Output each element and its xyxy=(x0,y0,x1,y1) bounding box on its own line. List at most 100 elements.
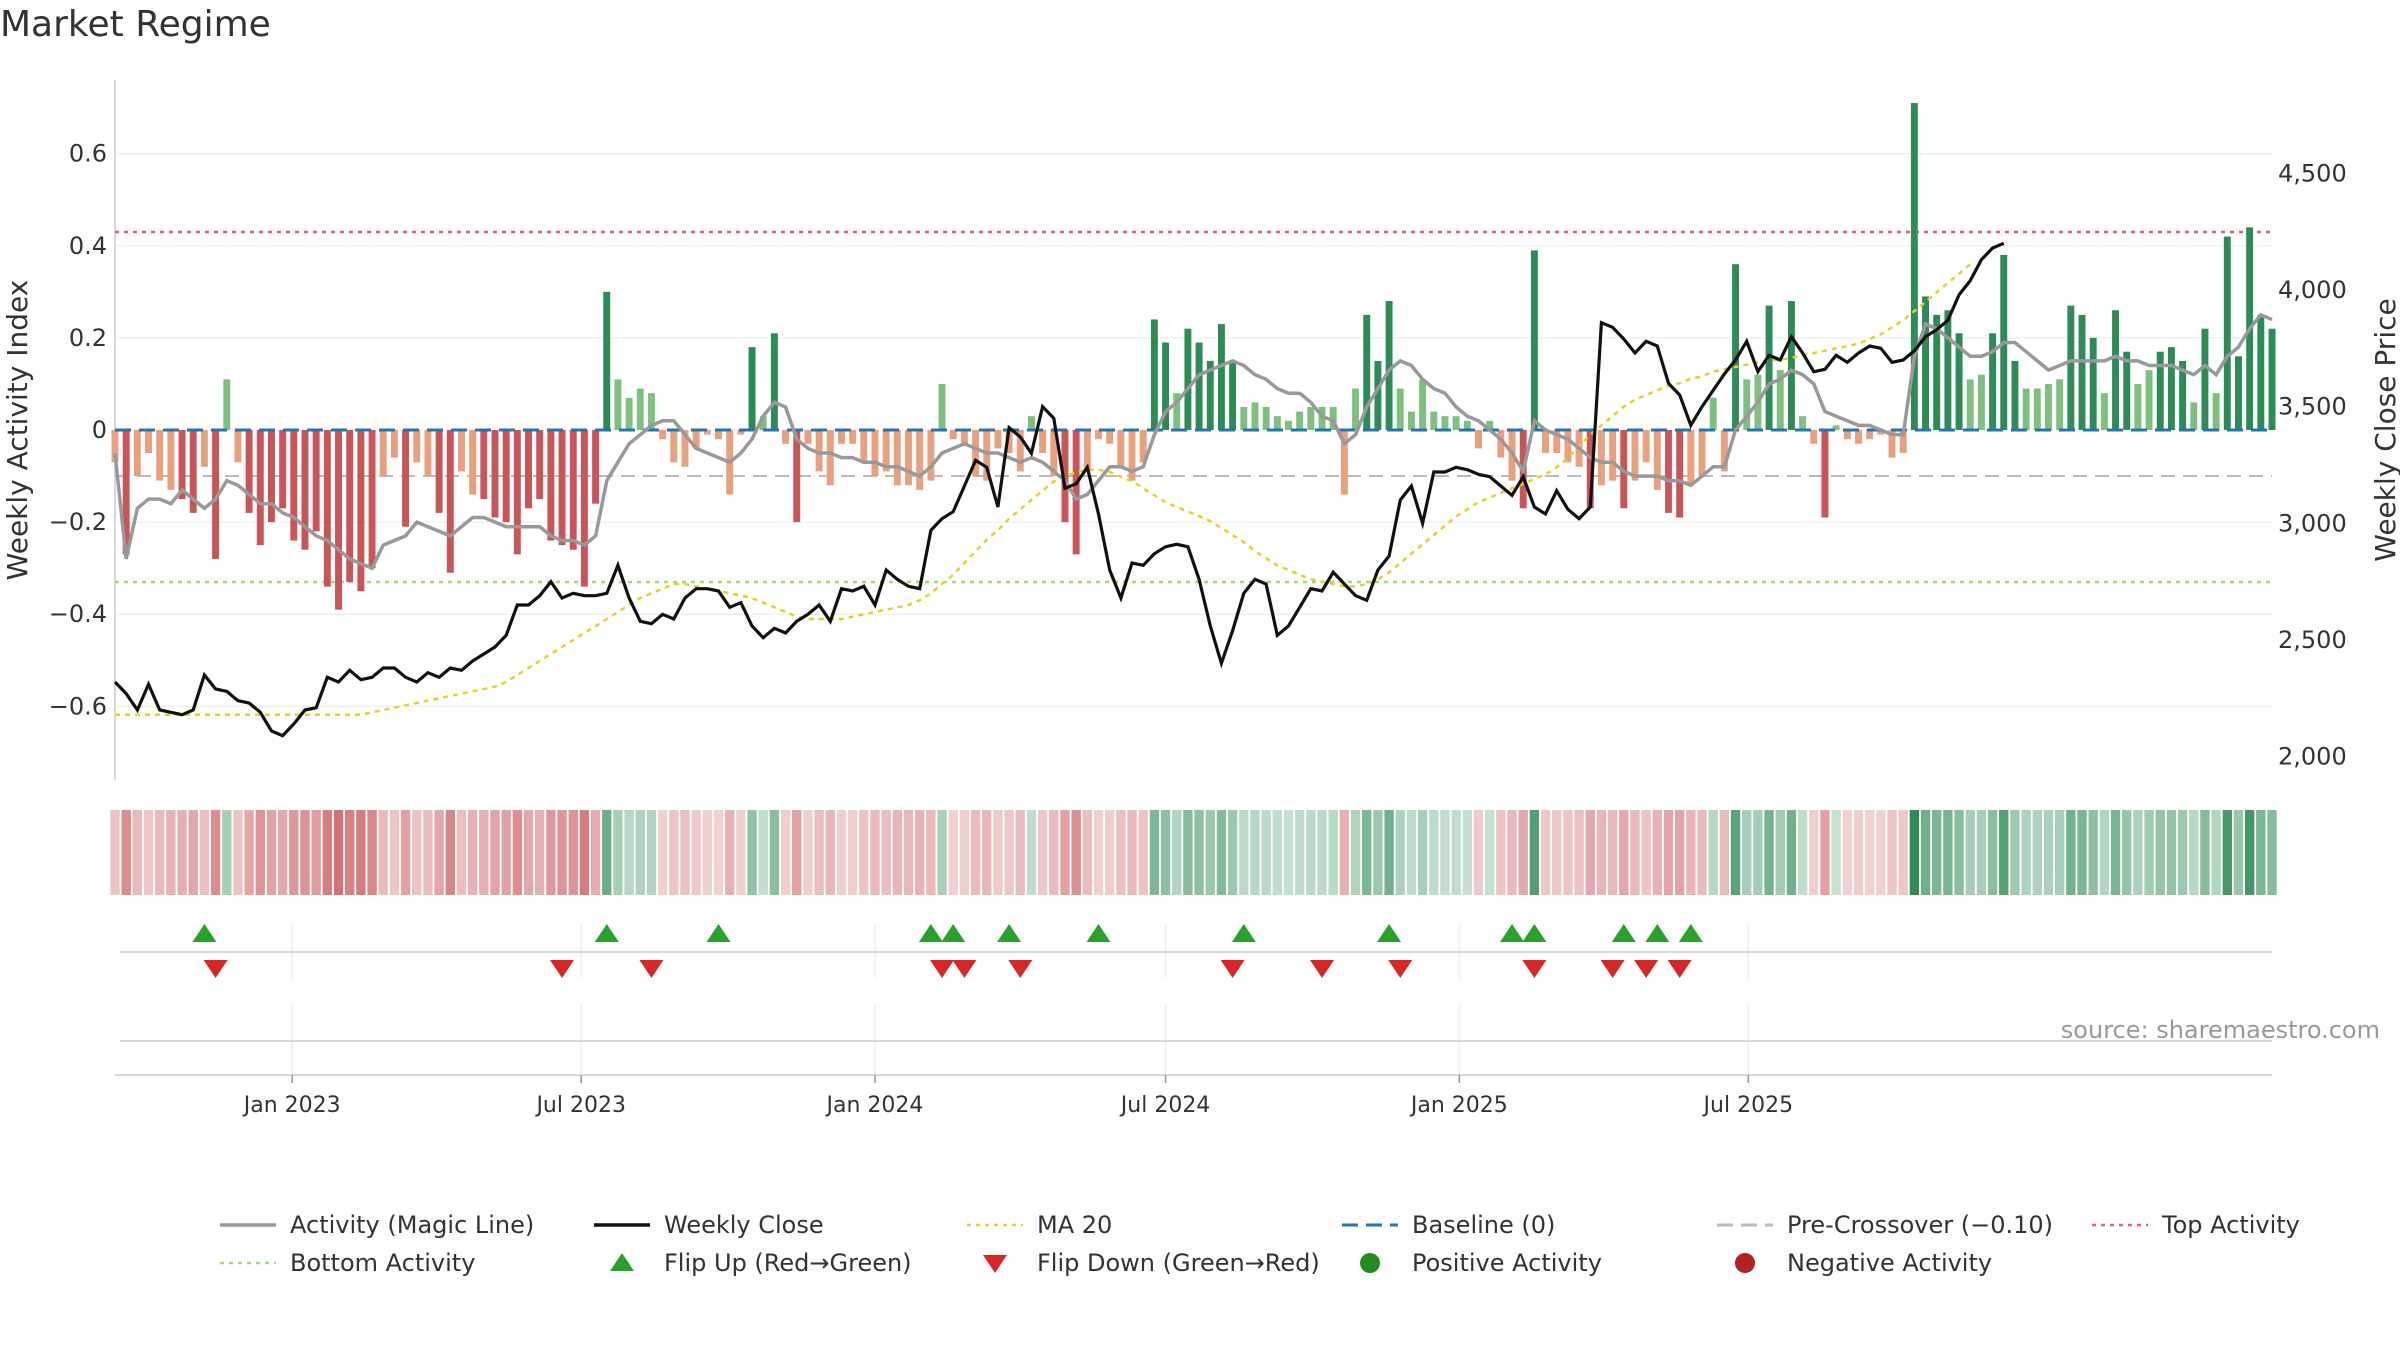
regime-cell xyxy=(1239,810,1249,895)
flip-up-marker xyxy=(1377,924,1402,942)
activity-bar xyxy=(647,393,655,430)
activity-bar xyxy=(1966,379,1974,430)
activity-bar xyxy=(1217,324,1225,430)
activity-bar xyxy=(1240,406,1248,430)
activity-bar xyxy=(2134,383,2142,430)
flip-up-marker xyxy=(1611,924,1636,942)
regime-cell xyxy=(1484,810,1495,895)
activity-bar xyxy=(1553,430,1561,454)
y2-tick-label: 3,000 xyxy=(2278,509,2347,537)
regime-cell xyxy=(948,810,958,895)
regime-cell xyxy=(1909,810,1920,895)
activity-bar xyxy=(1106,430,1114,444)
regime-cell xyxy=(2233,810,2244,895)
y-tick-label: −0.4 xyxy=(49,600,107,628)
activity-bar xyxy=(2078,314,2086,430)
regime-cell xyxy=(289,810,299,895)
flip-down-marker xyxy=(1667,960,1692,978)
regime-cell xyxy=(1227,810,1238,895)
regime-cell xyxy=(836,810,847,895)
activity-bar xyxy=(223,379,231,430)
regime-cell xyxy=(2166,810,2177,895)
regime-cell xyxy=(1775,810,1785,895)
regime-cell xyxy=(1864,810,1875,895)
activity-bar xyxy=(1273,416,1281,430)
regime-cell xyxy=(2177,810,2188,895)
activity-bar xyxy=(1117,430,1125,467)
flip-up-marker xyxy=(1500,924,1525,942)
activity-bar xyxy=(826,430,834,486)
activity-bar xyxy=(2123,351,2131,430)
regime-cell xyxy=(1004,810,1014,895)
activity-bar xyxy=(469,430,477,495)
regime-cell xyxy=(747,810,757,895)
regime-cell xyxy=(702,810,713,895)
activity-bar xyxy=(1855,430,1862,444)
regime-cell xyxy=(300,810,310,895)
activity-bar xyxy=(1385,301,1393,430)
activity-bar xyxy=(2100,393,2108,430)
regime-cell xyxy=(311,810,321,895)
activity-bar xyxy=(2145,370,2153,430)
regime-cell xyxy=(1272,810,1283,895)
activity-bar xyxy=(323,430,331,587)
activity-bar xyxy=(2056,379,2064,430)
activity-bar xyxy=(1452,416,1460,430)
regime-cell xyxy=(1138,810,1148,895)
regime-cell xyxy=(1954,810,1964,895)
regime-cell xyxy=(277,810,288,895)
regime-cell xyxy=(1294,810,1305,895)
regime-cell xyxy=(2043,810,2054,895)
activity-bar xyxy=(1732,264,1740,430)
activity-bar xyxy=(1653,430,1661,490)
activity-bar xyxy=(122,430,130,555)
activity-bar xyxy=(837,430,845,444)
activity-bar xyxy=(1765,305,1773,430)
regime-strip xyxy=(110,810,2277,895)
x-tick-label: Jan 2025 xyxy=(1409,1093,1508,1118)
regime-cell xyxy=(1809,810,1819,895)
activity-bar xyxy=(1609,430,1617,481)
regime-cell xyxy=(1842,810,1852,895)
flip-down-marker xyxy=(930,960,955,978)
regime-cell xyxy=(479,810,489,895)
activity-bar xyxy=(1586,430,1594,509)
regime-cell xyxy=(1943,810,1953,895)
activity-bar xyxy=(1977,374,1985,430)
activity-bar xyxy=(1743,379,1751,430)
activity-bar xyxy=(770,333,778,430)
activity-bar xyxy=(2167,347,2175,430)
regime-cell xyxy=(1529,810,1540,895)
regime-cell xyxy=(2099,810,2110,895)
activity-bar xyxy=(1720,430,1728,472)
x-tick-label: Jul 2025 xyxy=(1702,1093,1794,1118)
activity-bar xyxy=(804,430,812,444)
regime-cell xyxy=(378,810,388,895)
activity-price-panel: −0.6 −0.4 −0.2 0 0.2 0.4 0.6 2,000 2,500 3,000 3,5… xyxy=(1,80,2400,780)
legend-item-pos-dot: Positive Activity xyxy=(1360,1249,1602,1277)
activity-bar xyxy=(1989,333,1997,430)
regime-cell xyxy=(657,810,668,895)
regime-cell xyxy=(244,810,254,895)
activity-bar xyxy=(1363,314,1371,430)
activity-bar xyxy=(1944,310,1952,430)
activity-bar xyxy=(2112,310,2119,430)
regime-cell xyxy=(1127,810,1137,895)
regime-cell xyxy=(2032,810,2042,895)
activity-bar xyxy=(1285,420,1292,430)
regime-cell xyxy=(445,810,455,895)
regime-cell xyxy=(166,810,176,895)
regime-cell xyxy=(143,810,154,895)
activity-bar xyxy=(178,430,186,500)
activity-bar xyxy=(603,291,611,430)
activity-bar xyxy=(1787,301,1795,430)
regime-cell xyxy=(255,810,265,895)
activity-bar xyxy=(1374,360,1382,430)
regime-cell xyxy=(2256,810,2266,895)
regime-cell xyxy=(1015,810,1025,895)
regime-cell xyxy=(1607,810,1618,895)
activity-bar xyxy=(860,430,868,463)
regime-cell xyxy=(1797,810,1808,895)
ma20-line xyxy=(115,263,1972,716)
regime-cell xyxy=(2200,810,2210,895)
